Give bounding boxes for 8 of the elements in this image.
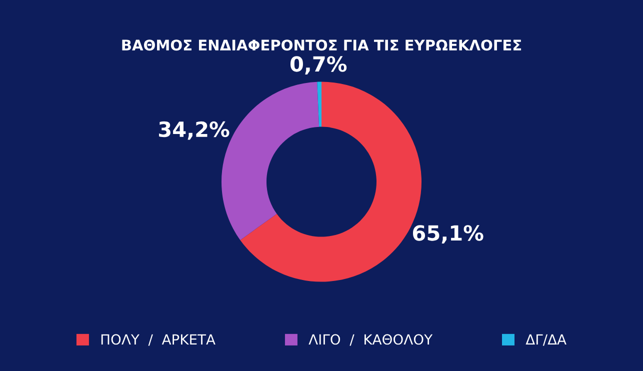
- legend-label: ΛΙΓΟ / ΚΑΘΟΛΟΥ: [308, 334, 433, 346]
- data-label: 0,7%: [290, 56, 347, 75]
- data-label: 65,1%: [412, 225, 484, 244]
- legend-label: ΠΟΛΥ / ΑΡΚΕΤΑ: [101, 334, 216, 346]
- donut-slice: [317, 82, 322, 127]
- legend-label: ΔΓ/ΔΑ: [526, 334, 566, 346]
- chart-title: ΒΑΘΜΟΣ ΕΝΔΙΑΦΕΡΟΝΤΟΣ ΓΙΑ ΤΙΣ ΕΥΡΩΕΚΛΟΓΕΣ: [122, 40, 522, 51]
- data-label: 34,2%: [159, 121, 230, 140]
